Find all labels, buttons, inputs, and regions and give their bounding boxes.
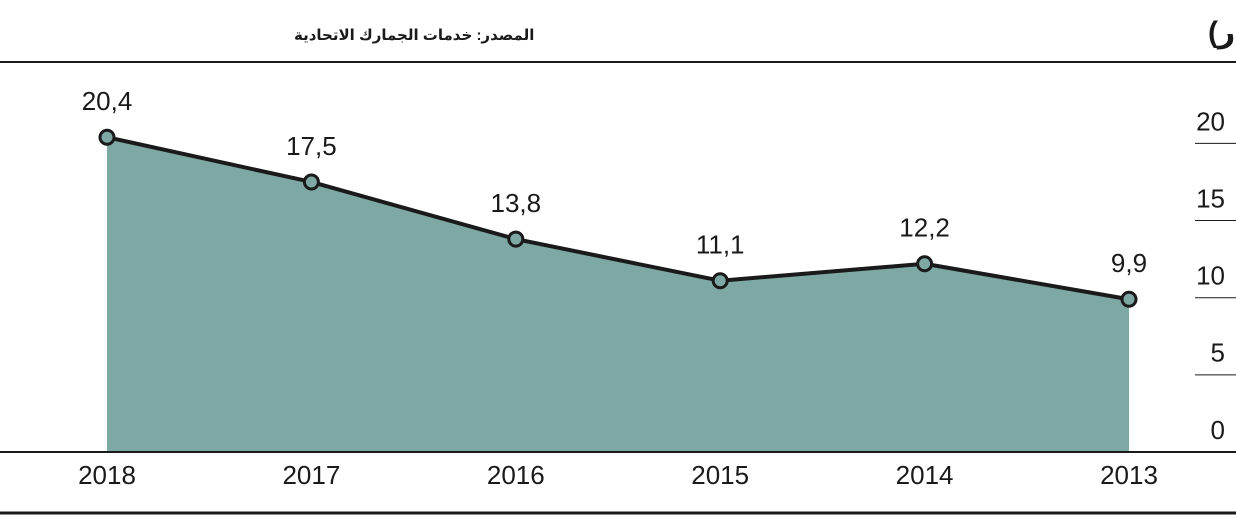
x-tick-label: 2018 [78, 460, 136, 490]
y-tick-label: 20 [1196, 106, 1225, 136]
point [711, 272, 729, 290]
x-tick-label: 2016 [487, 460, 545, 490]
point [302, 173, 320, 191]
value-label: 9,9 [1111, 248, 1147, 278]
y-tick-label: 10 [1196, 261, 1225, 291]
value-label: 12,2 [899, 213, 950, 243]
y-tick-label: 0 [1211, 415, 1225, 445]
x-tick-label: 2015 [691, 460, 749, 490]
value-label: 11,1 [696, 230, 745, 260]
value-label: 17,5 [286, 131, 337, 161]
area [107, 137, 1129, 452]
point [1120, 290, 1138, 308]
value-label: 13,8 [490, 188, 541, 218]
x-tick-label: 2017 [282, 460, 340, 490]
point [98, 128, 116, 146]
x-tick-label: 2013 [1100, 460, 1158, 490]
point [507, 230, 525, 248]
value-label: 20,4 [82, 86, 133, 116]
line [106, 135, 1130, 302]
point [916, 255, 934, 273]
y-tick-label: 5 [1211, 338, 1225, 368]
source: المصدر: خدمات الجمارك الاتحادية [294, 27, 534, 44]
y-tick-label: 15 [1196, 183, 1225, 213]
x-tick-label: 2014 [896, 460, 954, 490]
chart-title: تطور التبادل التجاري بين روسيا والدول ال… [1208, 13, 1236, 50]
